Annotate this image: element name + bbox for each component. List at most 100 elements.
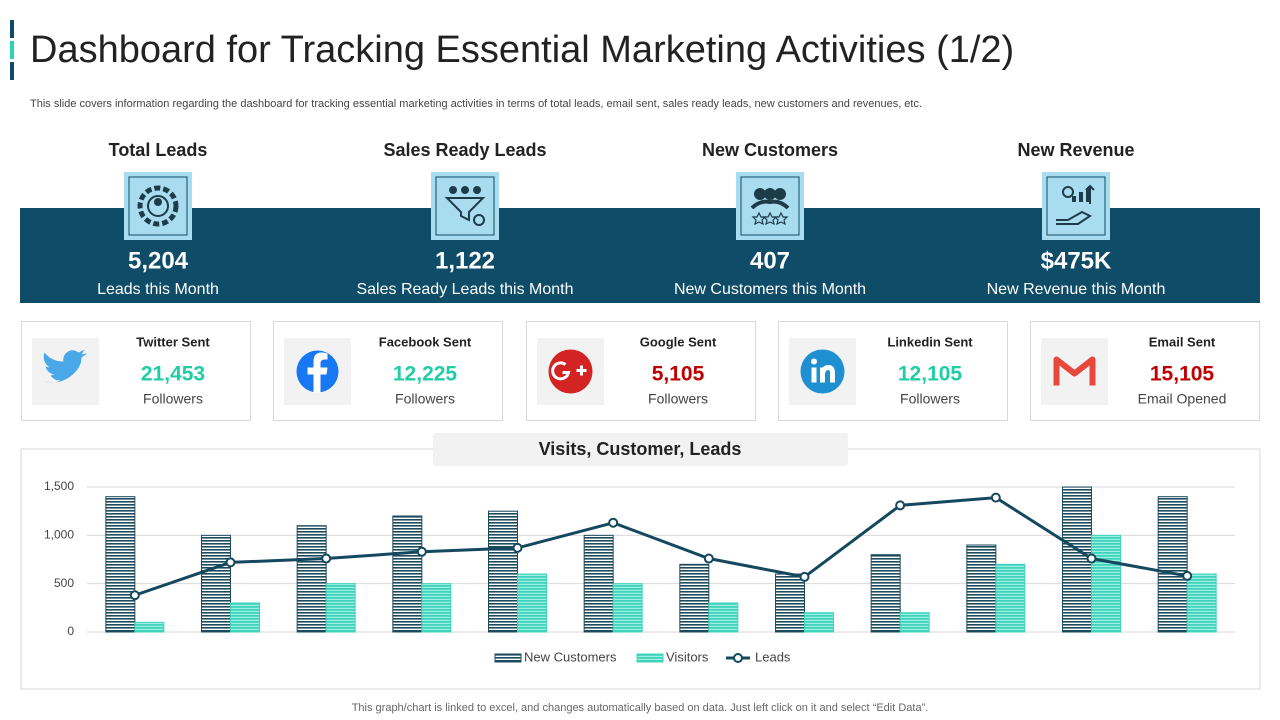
page-subtitle: This slide covers information regarding … xyxy=(30,98,922,110)
coin xyxy=(473,214,485,226)
bar xyxy=(804,612,834,633)
social-label: Followers xyxy=(648,391,708,407)
social-icon xyxy=(800,349,845,394)
kpi-icon-box xyxy=(431,172,499,240)
bodies xyxy=(750,199,790,210)
bar xyxy=(488,510,518,633)
kpi-icon-frame xyxy=(435,176,495,236)
social-value: 15,105 xyxy=(1150,363,1215,386)
bar xyxy=(517,573,547,633)
gplus-g xyxy=(551,361,571,381)
kpi-label: New Customers this Month xyxy=(674,281,866,298)
legend-swatch xyxy=(494,653,522,663)
social-label: Followers xyxy=(395,391,455,407)
y-tick-label: 0 xyxy=(67,624,74,638)
line-marker xyxy=(321,553,332,564)
bar-icon xyxy=(1079,192,1083,202)
accent xyxy=(10,62,14,80)
bar xyxy=(583,534,614,633)
social-title: Linkedin Sent xyxy=(887,334,973,349)
bar xyxy=(201,534,231,633)
bar xyxy=(105,496,136,633)
social-title: Email Sent xyxy=(1149,334,1216,349)
head xyxy=(764,188,776,200)
social-title: Google Sent xyxy=(640,334,717,349)
line-marker xyxy=(895,500,906,511)
kpi-heading: Total Leads xyxy=(109,140,208,160)
bar xyxy=(708,602,739,633)
accent xyxy=(10,41,14,59)
bar-icon xyxy=(1086,188,1090,202)
bar xyxy=(966,544,997,633)
arrow xyxy=(1085,184,1095,204)
kpi-label: Sales Ready Leads this Month xyxy=(356,281,573,298)
chart-title-pill xyxy=(433,433,848,466)
kpi-icon-box xyxy=(1042,172,1110,240)
legend-label: New Customers xyxy=(524,649,617,664)
kpi-icon-frame xyxy=(128,176,188,236)
line-marker xyxy=(608,517,619,528)
kpi-value: 407 xyxy=(750,247,790,274)
bar xyxy=(421,583,452,633)
accent xyxy=(10,20,14,38)
social-value: 21,453 xyxy=(141,363,205,386)
kpi-icon-box xyxy=(736,172,804,240)
social-label: Followers xyxy=(900,391,960,407)
kpi-label: Leads this Month xyxy=(97,281,219,298)
head xyxy=(449,186,457,194)
bar xyxy=(1157,496,1188,633)
legend-swatch xyxy=(636,653,664,663)
gplus-plus xyxy=(576,365,587,376)
line-marker xyxy=(416,546,427,557)
line-marker xyxy=(703,553,714,564)
line xyxy=(134,496,1188,597)
page-title: Dashboard for Tracking Essential Marketi… xyxy=(30,29,1014,71)
line-marker xyxy=(1086,553,1097,564)
coin xyxy=(1062,186,1074,198)
bar xyxy=(392,515,423,633)
bar xyxy=(899,612,930,633)
line-marker xyxy=(129,590,140,601)
bar-icon xyxy=(1072,196,1076,202)
gear-inner xyxy=(147,195,169,217)
kpi-value: 5,204 xyxy=(128,247,189,274)
line-marker xyxy=(1182,570,1193,581)
person xyxy=(154,198,162,206)
social-icon xyxy=(548,349,593,394)
kpi-heading: Sales Ready Leads xyxy=(383,140,546,160)
bar xyxy=(870,554,901,633)
head xyxy=(473,186,481,194)
bar xyxy=(679,563,710,633)
kpi-heading: New Customers xyxy=(702,140,838,160)
bar xyxy=(1186,573,1217,633)
y-tick-label: 500 xyxy=(54,576,74,590)
footnote: This graph/chart is linked to excel, and… xyxy=(352,702,929,714)
social-icon xyxy=(1053,356,1096,386)
kpi-label: New Revenue this Month xyxy=(987,281,1166,298)
kpi-icon xyxy=(444,186,486,226)
kpi-value: $475K xyxy=(1041,247,1112,274)
facebook-f xyxy=(307,352,328,393)
social-value: 5,105 xyxy=(652,363,705,386)
social-value: 12,225 xyxy=(393,363,458,386)
star xyxy=(773,211,789,226)
social-label: Followers xyxy=(143,391,203,407)
chart-title: Visits, Customer, Leads xyxy=(539,439,742,459)
bar xyxy=(230,602,260,633)
y-tick-label: 1,500 xyxy=(44,479,74,493)
kpi-icon xyxy=(1056,184,1095,225)
li-i xyxy=(811,367,817,383)
social-label: Email Opened xyxy=(1138,391,1227,407)
gplus-circle xyxy=(548,349,593,394)
bar xyxy=(134,621,165,633)
kpi-icon-frame xyxy=(1046,176,1106,236)
gmail-m xyxy=(1053,356,1096,386)
kpi-icon xyxy=(137,185,179,227)
kpi-icon-frame xyxy=(740,176,800,236)
head xyxy=(774,188,786,200)
kpi-value: 1,122 xyxy=(435,247,495,274)
head xyxy=(461,186,469,194)
li-dot xyxy=(811,358,817,365)
social-icon xyxy=(43,349,88,383)
